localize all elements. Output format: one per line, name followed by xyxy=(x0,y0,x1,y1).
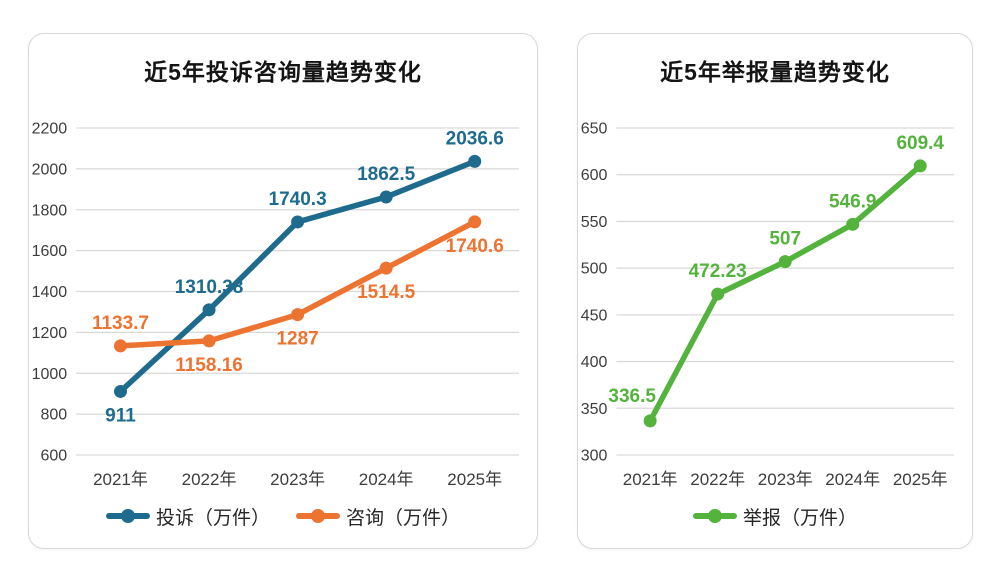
legend-line-marker-icon xyxy=(692,509,737,523)
y-axis-tick-label: 600 xyxy=(581,167,608,184)
data-point-marker xyxy=(711,287,725,301)
chart-title: 近5年举报量趋势变化 xyxy=(660,59,890,85)
data-point-label: 472.23 xyxy=(689,261,747,282)
data-point-label: 1158.16 xyxy=(175,355,243,376)
x-axis-tick-label: 2021年 xyxy=(623,470,678,489)
data-point-label: 336.5 xyxy=(608,386,656,407)
y-axis-tick-label: 1800 xyxy=(32,202,68,219)
x-axis-tick-label: 2021年 xyxy=(93,470,148,489)
data-point-marker xyxy=(379,190,393,204)
y-axis-tick-label: 450 xyxy=(581,307,608,324)
data-point-marker xyxy=(291,308,305,322)
data-point-label: 2036.6 xyxy=(446,128,504,149)
y-axis-tick-label: 300 xyxy=(581,448,608,465)
y-axis-tick-label: 600 xyxy=(40,448,67,465)
complaints-consultations-line-chart: 600 800 1000 1200 1400 1600 1800 2000 2200 2021年 2… xyxy=(29,98,537,494)
series-line xyxy=(647,163,923,424)
data-point-label: 609.4 xyxy=(896,133,944,154)
y-axis-tick-label: 400 xyxy=(581,354,608,371)
legend-line-marker-icon xyxy=(296,509,340,523)
reports-line-chart: 300 350 400 450 500 550 600 650 2021年 2022年 2023年 2… xyxy=(578,98,972,494)
chart-canvas: 600 800 1000 1200 1400 1600 1800 2000 2200 2021年 2… xyxy=(32,121,519,489)
legend-dot-icon xyxy=(311,509,325,523)
y-axis-tick-label: 800 xyxy=(40,407,67,424)
y-axis-tick-label: 1400 xyxy=(32,284,68,301)
data-point-label: 507 xyxy=(769,229,801,250)
y-axis-tick-label: 2200 xyxy=(32,121,68,138)
data-point-label: 1133.7 xyxy=(92,313,149,334)
data-point-label: 546.9 xyxy=(829,191,877,212)
data-point-marker xyxy=(643,414,657,428)
data-point-marker xyxy=(468,154,482,168)
chart-card-complaints-consultations: 近5年投诉咨询量趋势变化 600 800 1000 1200 1400 1600 1800 2… xyxy=(28,33,538,549)
data-point-label: 1310.38 xyxy=(175,277,244,298)
data-point-marker xyxy=(113,384,127,398)
legend-item: 投诉（万件） xyxy=(105,503,270,530)
x-axis-tick-label: 2025年 xyxy=(893,470,948,489)
y-axis-tick-label: 1000 xyxy=(32,366,68,383)
x-axis-tick-label: 2024年 xyxy=(825,470,880,489)
x-axis-tick-label: 2022年 xyxy=(182,470,237,489)
data-point-label: 1740.3 xyxy=(269,189,327,210)
data-point-marker xyxy=(113,339,127,353)
chart-card-reports: 近5年举报量趋势变化 300 350 400 450 500 550 600 650 2021年… xyxy=(577,33,973,549)
data-point-label: 1514.5 xyxy=(357,282,416,303)
y-axis-tick-label: 350 xyxy=(581,401,608,418)
series-line xyxy=(117,219,478,349)
data-point-label: 1862.5 xyxy=(357,164,416,185)
x-axis-tick-label: 2023年 xyxy=(270,470,325,489)
data-point-marker xyxy=(202,303,216,317)
y-axis-tick-label: 2000 xyxy=(32,161,68,178)
data-point-label: 1740.6 xyxy=(446,236,504,257)
y-axis-tick-label: 550 xyxy=(581,214,608,231)
legend-label: 投诉（万件） xyxy=(155,507,270,529)
chart-title: 近5年投诉咨询量趋势变化 xyxy=(144,59,422,85)
x-axis-tick-label: 2025年 xyxy=(447,470,502,489)
legend-label: 举报（万件） xyxy=(742,507,857,529)
y-axis-tick-label: 1600 xyxy=(32,243,68,260)
data-point-label: 1287 xyxy=(276,329,318,350)
data-point-marker xyxy=(291,215,305,229)
chart-legend: 举报（万件） xyxy=(578,494,972,548)
chart-legend: 投诉（万件） 咨询（万件） xyxy=(29,494,537,548)
y-axis-tick-label: 500 xyxy=(581,261,608,278)
legend-item: 举报（万件） xyxy=(692,503,857,530)
y-axis-tick-label: 650 xyxy=(581,121,608,138)
legend-item: 咨询（万件） xyxy=(296,503,460,530)
data-point-marker xyxy=(202,334,216,348)
data-point-marker xyxy=(778,255,792,269)
data-point-marker xyxy=(913,159,927,173)
legend-dot-icon xyxy=(120,509,135,523)
x-axis-tick-label: 2022年 xyxy=(690,470,745,489)
data-point-label: 911 xyxy=(105,405,136,426)
legend-dot-icon xyxy=(707,509,722,523)
y-axis-tick-label: 1200 xyxy=(32,325,68,342)
chart-canvas: 300 350 400 450 500 550 600 650 2021年 2022年 2023年 2… xyxy=(581,121,954,489)
legend-line-marker-icon xyxy=(105,509,150,523)
x-axis-tick-label: 2023年 xyxy=(758,470,813,489)
legend-label: 咨询（万件） xyxy=(346,507,461,529)
data-point-marker xyxy=(379,261,393,275)
data-point-marker xyxy=(846,217,860,231)
x-axis-tick-label: 2024年 xyxy=(359,470,414,489)
data-point-marker xyxy=(468,215,482,229)
